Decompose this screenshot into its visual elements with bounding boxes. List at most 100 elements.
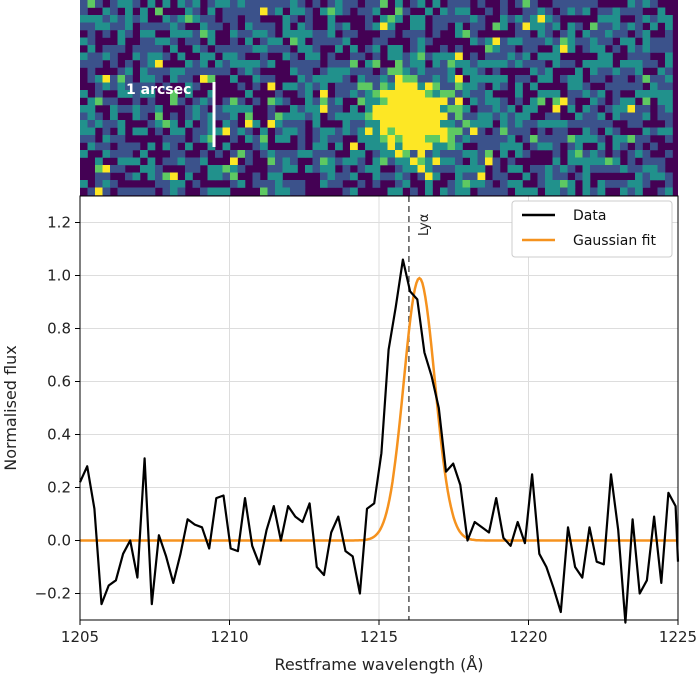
image-pixel <box>335 180 343 188</box>
image-pixel <box>515 180 523 188</box>
image-pixel <box>402 135 411 143</box>
image-pixel <box>560 7 568 16</box>
image-pixel <box>282 0 291 8</box>
image-pixel <box>552 112 561 121</box>
image-pixel <box>297 127 306 136</box>
image-pixel <box>657 90 666 98</box>
image-pixel <box>552 135 561 143</box>
y-tick-label: 0.0 <box>47 532 71 550</box>
image-pixel <box>140 30 148 38</box>
image-pixel <box>470 90 478 98</box>
image-pixel <box>432 67 441 76</box>
image-pixel <box>132 172 141 181</box>
image-pixel <box>177 15 186 23</box>
image-pixel <box>125 7 133 16</box>
image-pixel <box>500 0 508 8</box>
image-pixel <box>417 37 426 46</box>
image-pixel <box>530 45 538 53</box>
image-pixel <box>402 75 411 83</box>
image-pixel <box>575 37 583 46</box>
image-pixel <box>185 157 193 166</box>
image-pixel <box>470 75 478 83</box>
image-pixel <box>492 37 501 46</box>
image-pixel <box>605 67 613 76</box>
image-pixel <box>417 142 426 151</box>
image-pixel <box>447 7 456 16</box>
image-pixel <box>185 105 193 113</box>
image-pixel <box>177 30 186 38</box>
image-pixel <box>207 135 216 143</box>
image-pixel <box>170 127 178 136</box>
image-pixel <box>395 112 403 121</box>
image-pixel <box>575 22 583 31</box>
image-pixel <box>237 165 246 173</box>
image-pixel <box>372 172 381 181</box>
image-pixel <box>590 127 598 136</box>
image-pixel <box>582 180 591 188</box>
image-pixel <box>102 45 111 53</box>
image-pixel <box>185 120 193 128</box>
image-pixel <box>665 52 673 61</box>
image-pixel <box>477 82 486 91</box>
legend-label-data: Data <box>573 208 606 224</box>
image-pixel <box>515 30 523 38</box>
image-pixel <box>275 7 283 16</box>
image-pixel <box>297 187 306 196</box>
image-pixel <box>192 112 201 121</box>
image-pixel <box>657 37 666 46</box>
image-pixel <box>575 157 583 166</box>
image-pixel <box>462 150 471 158</box>
image-pixel <box>147 187 156 196</box>
y-tick-label: 0.8 <box>47 320 71 338</box>
image-pixel <box>185 0 193 8</box>
image-pixel <box>410 22 418 31</box>
image-pixel <box>642 52 651 61</box>
image-pixel <box>222 142 231 151</box>
legend-label-gaussian-fit: Gaussian fit <box>573 233 656 249</box>
image-pixel <box>462 165 471 173</box>
image-pixel <box>477 142 486 151</box>
image-pixel <box>117 135 126 143</box>
image-pixel <box>515 97 523 106</box>
image-pixel <box>275 180 283 188</box>
image-pixel <box>102 22 111 31</box>
image-pixel <box>477 105 486 113</box>
image-pixel <box>87 142 96 151</box>
image-pixel <box>642 172 651 181</box>
image-pixel <box>507 180 516 188</box>
image-pixel <box>627 135 636 143</box>
image-pixel <box>620 30 628 38</box>
image-pixel <box>372 75 381 83</box>
image-pixel <box>372 45 381 53</box>
image-pixel <box>147 52 156 61</box>
image-pixel <box>252 75 261 83</box>
image-pixel <box>350 0 358 8</box>
image-pixel <box>582 7 591 16</box>
image-pixel <box>215 45 223 53</box>
image-pixel <box>417 165 426 173</box>
image-pixel <box>500 15 508 23</box>
image-pixel <box>665 97 673 106</box>
image-pixel <box>170 157 178 166</box>
image-pixel <box>440 105 448 113</box>
image-pixel <box>545 172 553 181</box>
image-pixel <box>275 165 283 173</box>
image-pixel <box>102 15 111 23</box>
image-pixel <box>200 187 208 196</box>
image-pixel <box>155 105 163 113</box>
image-pixel <box>252 15 261 23</box>
image-pixel <box>530 187 538 196</box>
image-pixel <box>567 120 576 128</box>
image-pixel <box>207 90 216 98</box>
image-pixel <box>650 172 658 181</box>
image-pixel <box>567 135 576 143</box>
image-pixel <box>492 135 501 143</box>
image-pixel <box>125 75 133 83</box>
image-pixel <box>95 52 103 61</box>
image-pixel <box>230 22 238 31</box>
image-pixel <box>620 37 628 46</box>
image-pixel <box>440 187 448 196</box>
image-pixel <box>237 180 246 188</box>
image-pixel <box>477 22 486 31</box>
image-pixel <box>492 187 501 196</box>
